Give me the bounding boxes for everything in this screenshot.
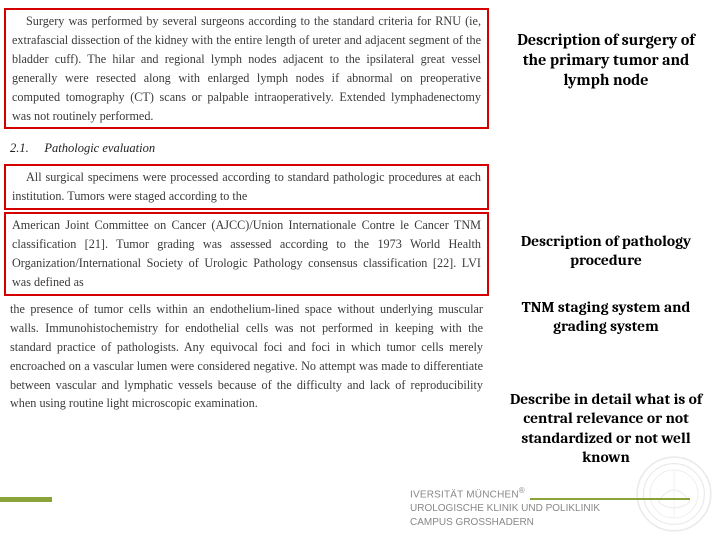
annotation-tnm: TNM staging system and grading system <box>506 298 706 337</box>
highlight-box-pathology-b: American Joint Committee on Cancer (AJCC… <box>4 212 489 296</box>
section-heading: 2.1. Pathologic evaluation <box>4 131 489 164</box>
annotation-surgery: Description of surgery of the primary tu… <box>506 30 706 90</box>
document-text-column: Surgery was performed by several surgeon… <box>4 8 489 415</box>
section-title: Pathologic evaluation <box>44 141 155 155</box>
footer-line-campus: CAMPUS GROSSHADERN <box>410 516 600 530</box>
highlight-box-pathology-a: All surgical specimens were processed ac… <box>4 164 489 210</box>
annotation-pathology: Description of pathology procedure <box>506 232 706 271</box>
footer-line-clinic: UROLOGISCHE KLINIK UND POLIKLINIK <box>410 502 600 516</box>
section-number: 2.1. <box>10 141 29 155</box>
university-seal-icon <box>634 454 714 534</box>
paragraph-pathology-a: All surgical specimens were processed ac… <box>6 166 487 208</box>
paragraph-pathology-c: the presence of tumor cells within an en… <box>4 298 489 415</box>
paragraph-pathology-b: American Joint Committee on Cancer (AJCC… <box>6 214 487 294</box>
footer-line-university: IVERSITÄT MÜNCHEN® <box>410 485 600 502</box>
highlight-box-surgery: Surgery was performed by several surgeon… <box>4 8 489 129</box>
footer-affiliation: IVERSITÄT MÜNCHEN® UROLOGISCHE KLINIK UN… <box>410 485 600 530</box>
accent-bar-left <box>0 497 52 502</box>
paragraph-surgery: Surgery was performed by several surgeon… <box>6 10 487 127</box>
